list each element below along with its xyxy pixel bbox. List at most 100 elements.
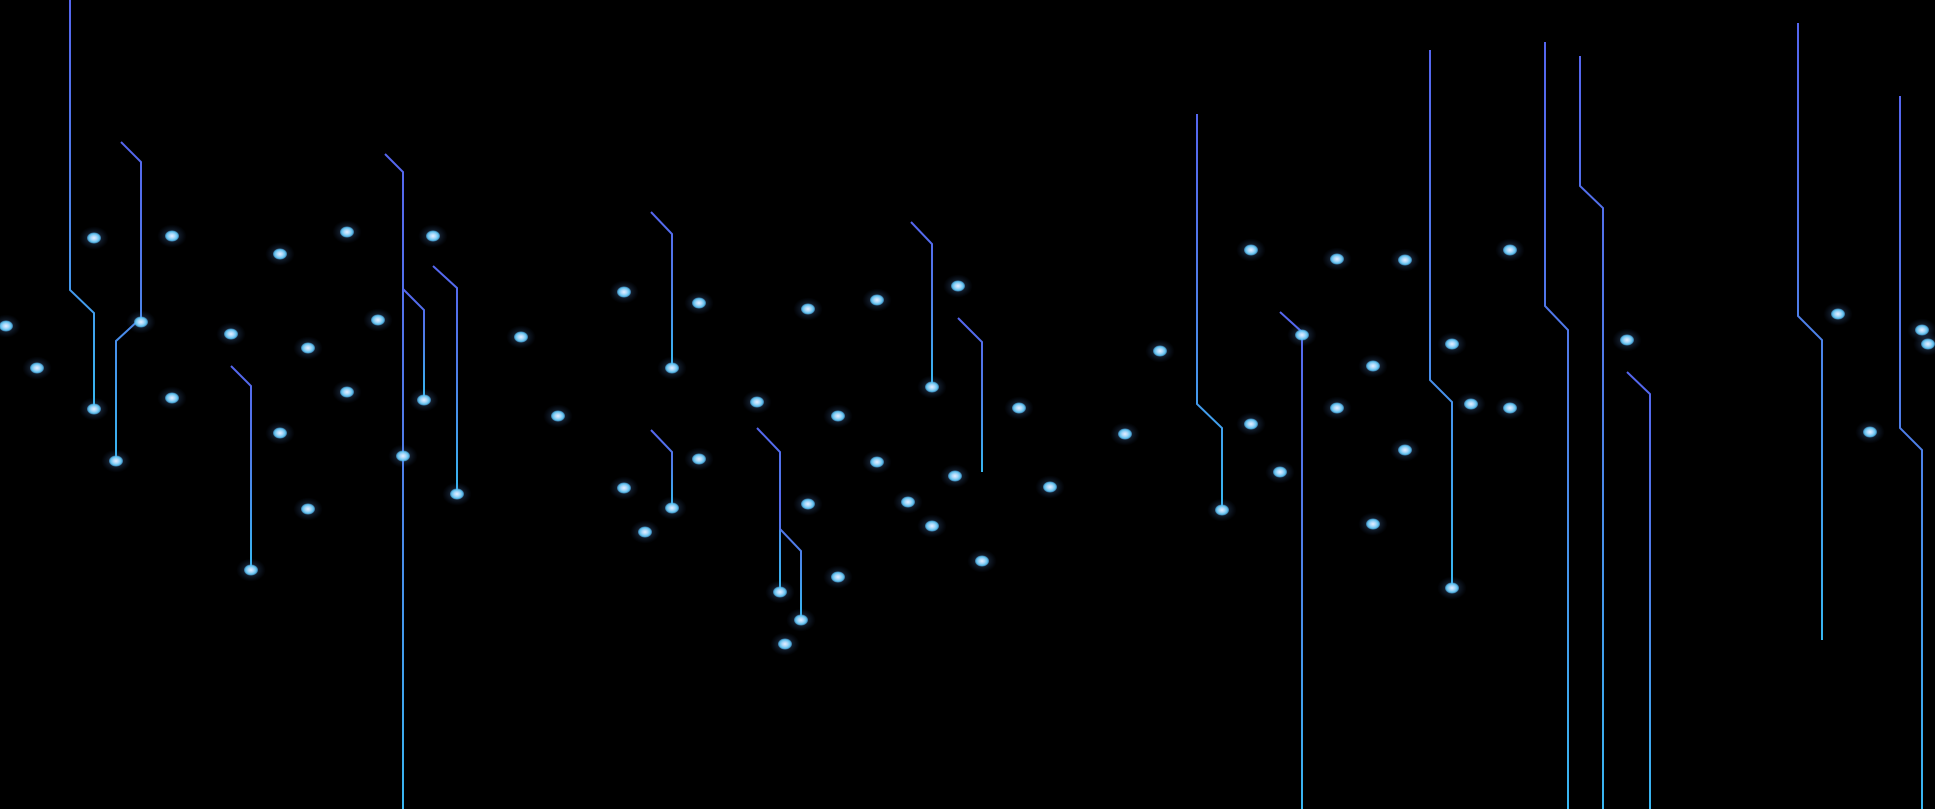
trace-terminal-node [363, 308, 393, 332]
trace-terminal-node [1390, 248, 1420, 272]
node-dot [617, 286, 631, 298]
circuit-trace [910, 221, 933, 383]
trace-terminal-node [236, 558, 266, 582]
trace-terminal-node [265, 421, 295, 445]
trace-terminal-node [967, 549, 997, 573]
node-dot [665, 362, 679, 374]
trace-terminal-node [543, 404, 573, 428]
trace-terminal-node [862, 450, 892, 474]
trace-terminal-node [630, 520, 660, 544]
node-dot [1118, 428, 1132, 440]
node-dot [1273, 466, 1287, 478]
circuit-trace [1429, 50, 1453, 584]
trace-terminal-node [786, 608, 816, 632]
circuit-trace [402, 288, 425, 396]
trace-terminal-node [823, 565, 853, 589]
node-dot [417, 394, 431, 406]
trace-terminal-node [1913, 332, 1935, 356]
trace-terminal-node [1004, 396, 1034, 420]
trace-terminal-node [442, 482, 472, 506]
node-dot [224, 328, 238, 340]
node-dot [87, 403, 101, 415]
node-dot [1503, 402, 1517, 414]
node-dot [1398, 254, 1412, 266]
node-dot [109, 455, 123, 467]
trace-terminal-node [1265, 460, 1295, 484]
node-dot [1398, 444, 1412, 456]
node-dot [831, 571, 845, 583]
node-dot [301, 503, 315, 515]
node-dot [870, 294, 884, 306]
node-dot [1366, 518, 1380, 530]
node-dot [273, 427, 287, 439]
circuit-trace [1899, 96, 1923, 809]
circuit-trace [650, 429, 673, 504]
node-dot [244, 564, 258, 576]
trace-terminal-node [1855, 420, 1885, 444]
node-dot [1921, 338, 1935, 350]
trace-terminal-node [332, 380, 362, 404]
node-dot [1831, 308, 1845, 320]
trace-terminal-node [265, 242, 295, 266]
node-dot [951, 280, 965, 292]
node-dot [0, 320, 13, 332]
trace-terminal-node [101, 449, 131, 473]
trace-terminal-node [793, 297, 823, 321]
circuit-trace [650, 211, 673, 364]
trace-terminal-node [418, 224, 448, 248]
trace-terminal-node [609, 476, 639, 500]
trace-terminal-node [793, 492, 823, 516]
node-dot [925, 381, 939, 393]
circuit-trace [1797, 23, 1823, 640]
trace-layer [5, 0, 1929, 809]
trace-terminal-node [1495, 396, 1525, 420]
trace-terminal-node [157, 386, 187, 410]
trace-terminal-node [79, 226, 109, 250]
trace-terminal-node [506, 325, 536, 349]
node-dot [551, 410, 565, 422]
trace-terminal-node [1236, 412, 1266, 436]
trace-terminal-node [1145, 339, 1175, 363]
node-dot [794, 614, 808, 626]
circuit-trace [230, 365, 252, 566]
trace-terminal-node [0, 314, 21, 338]
node-dot [514, 331, 528, 343]
trace-terminal-node [893, 490, 923, 514]
trace-terminal-node [943, 274, 973, 298]
trace-terminal-node [1437, 576, 1467, 600]
node-dot [1620, 334, 1634, 346]
circuit-trace [69, 0, 95, 405]
trace-terminal-node [742, 390, 772, 414]
trace-terminal-node [1035, 475, 1065, 499]
node-dot [870, 456, 884, 468]
node-dot [801, 498, 815, 510]
trace-terminal-node [862, 288, 892, 312]
node-dot [371, 314, 385, 326]
node-dot [831, 410, 845, 422]
node-dot [773, 586, 787, 598]
node-dot [1244, 244, 1258, 256]
trace-terminal-node [770, 632, 800, 656]
circuit-trace [432, 265, 458, 490]
trace-terminal-node [1358, 512, 1388, 536]
circuit-trace [1579, 56, 1604, 809]
trace-terminal-node [917, 375, 947, 399]
node-dot [301, 342, 315, 354]
node-dot [340, 226, 354, 238]
node-dot [1153, 345, 1167, 357]
node-dot [1330, 253, 1344, 265]
node-dot [1445, 338, 1459, 350]
trace-terminal-node [1437, 332, 1467, 356]
trace-terminal-node [684, 447, 714, 471]
trace-terminal-node [765, 580, 795, 604]
node-dot [426, 230, 440, 242]
node-dot [396, 450, 410, 462]
trace-terminal-node [332, 220, 362, 244]
trace-terminal-node [657, 496, 687, 520]
trace-terminal-node [917, 514, 947, 538]
trace-terminal-node [22, 356, 52, 380]
node-dot [1295, 329, 1309, 341]
trace-terminal-node [1207, 498, 1237, 522]
trace-terminal-node [79, 397, 109, 421]
